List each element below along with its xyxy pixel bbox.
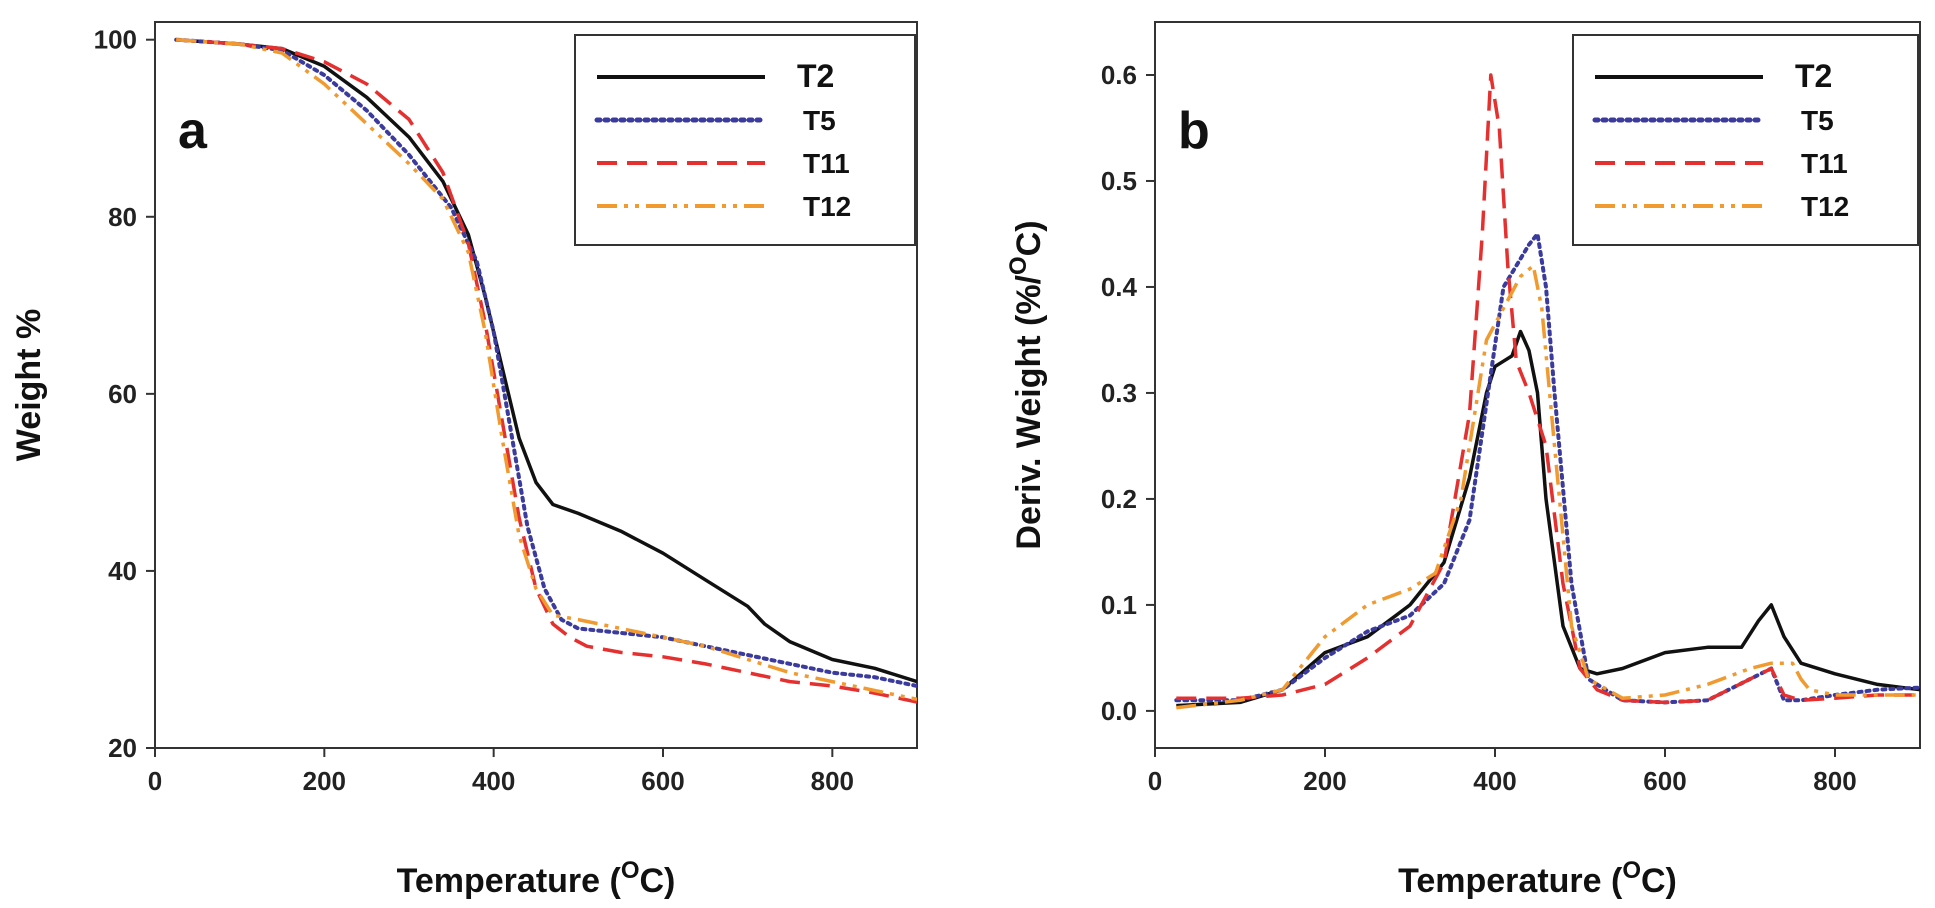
y-tick-label: 40 (108, 556, 137, 586)
series-line-t11 (176, 37, 917, 704)
legend-label-t2: T2 (797, 58, 834, 94)
x-tick-label: 0 (148, 766, 162, 796)
x-tick-label: 400 (1473, 766, 1516, 796)
legend-box (1572, 34, 1919, 246)
x-tick-label: 600 (641, 766, 684, 796)
legend-label-t11: T11 (803, 148, 850, 179)
legend: T2 T5 T11 T12 (1572, 34, 1919, 246)
panel-label-a: a (178, 102, 208, 160)
y-tick-label: 100 (94, 25, 137, 55)
legend-label-t11: T11 (1801, 148, 1848, 179)
y-tick-label: 0.3 (1101, 378, 1137, 408)
series-line-t11 (1176, 73, 1920, 705)
y-axis-label: Deriv. Weight (%/OC) (1005, 220, 1048, 549)
y-tick-label: 0.2 (1101, 484, 1137, 514)
x-tick-label: 0 (1148, 766, 1162, 796)
panel-label-b: b (1178, 102, 1210, 160)
plot-frame (154, 21, 918, 749)
y-tick-label: 0.1 (1101, 590, 1137, 620)
y-tick-label: 0.5 (1101, 166, 1137, 196)
legend-label-t5: T5 (1801, 105, 1834, 136)
x-axis-label: Temperature (OC) (397, 857, 676, 900)
x-tick-label: 200 (1303, 766, 1346, 796)
y-tick-label: 60 (108, 379, 137, 409)
x-tick-label: 800 (1813, 766, 1856, 796)
y-tick-label: 0.0 (1101, 696, 1137, 726)
y-tick-label: 80 (108, 202, 137, 232)
y-tick-label: 0.4 (1101, 272, 1138, 302)
x-tick-label: 600 (1643, 766, 1686, 796)
chart-panel-b: 0 200 400 600 800 0.0 0.1 0.2 0.3 0.4 0.5 0.6 Temper… (1005, 21, 1921, 900)
legend: T2 T5 T11 T12 (574, 34, 916, 246)
series-line-t2 (176, 37, 917, 684)
legend-label-t12: T12 (1801, 191, 1849, 222)
plot-frame (1154, 21, 1921, 749)
series-line-t12 (176, 37, 917, 702)
y-axis-label: Weight % (10, 309, 48, 461)
series-line-t5 (174, 37, 917, 688)
x-tick-label: 400 (472, 766, 515, 796)
series-line-t12 (1176, 264, 1920, 710)
y-tick-label: 20 (108, 733, 137, 763)
legend-label-t5: T5 (803, 105, 836, 136)
legend-box (574, 34, 916, 246)
x-tick-label: 800 (811, 766, 854, 796)
x-axis-label: Temperature (OC) (1398, 857, 1677, 900)
series-line-t2 (1176, 329, 1920, 708)
x-tick-label: 200 (303, 766, 346, 796)
legend-label-t12: T12 (803, 191, 851, 222)
legend-label-t2: T2 (1795, 58, 1832, 94)
y-tick-label: 0.6 (1101, 60, 1137, 90)
chart-panel-a: 0 200 400 600 800 20 40 60 80 100 Temperature (OC)… (10, 21, 918, 900)
